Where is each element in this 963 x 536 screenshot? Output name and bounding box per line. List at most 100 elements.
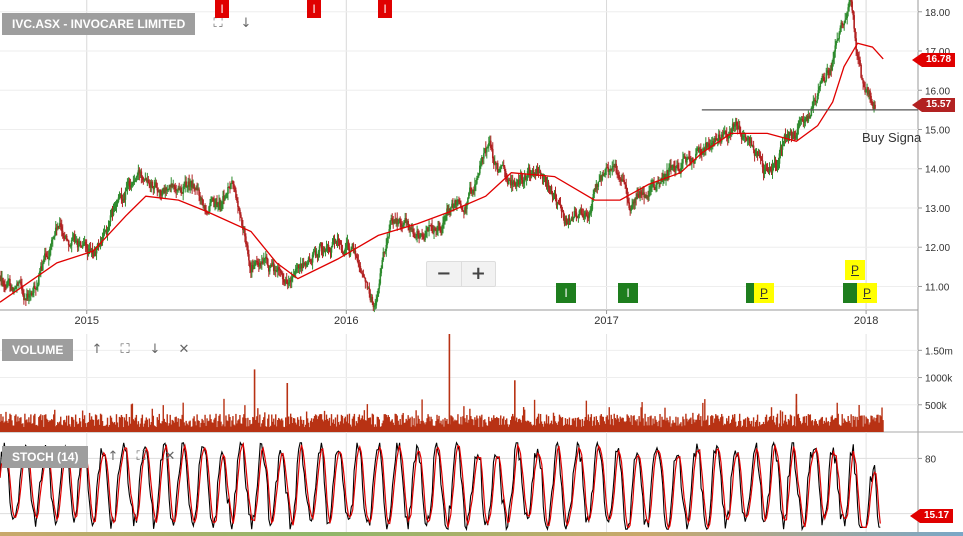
volume-bar (238, 419, 240, 432)
volume-bar (150, 422, 153, 432)
candle-body (115, 204, 118, 208)
candle-body (266, 259, 269, 266)
volume-bar (470, 416, 472, 432)
candle-body (600, 175, 603, 181)
volume-bar (550, 420, 553, 432)
volume-bar (630, 415, 632, 432)
volume-bar (754, 421, 757, 432)
arrow-up-icon[interactable]: ↑ (107, 449, 119, 464)
volume-bar (442, 419, 444, 432)
price-panel-title[interactable]: IVC.ASX - INVOCARE LIMITED (2, 13, 196, 35)
candle-body (693, 161, 695, 164)
zoom-out-button[interactable]: − (436, 263, 452, 284)
candle-body (546, 182, 549, 187)
event-marker-top[interactable]: I (307, 0, 321, 18)
candle-body (217, 204, 219, 206)
candle-body (507, 179, 510, 184)
volume-bar (583, 420, 586, 432)
candle-body (826, 70, 829, 74)
volume-bar (698, 413, 700, 432)
volume-bar (328, 417, 331, 432)
candle-body (296, 264, 299, 268)
candle-body (317, 251, 320, 258)
event-marker-p[interactable]: P (754, 283, 774, 303)
candle-body (289, 280, 292, 282)
volume-bar (369, 417, 372, 432)
candle-body (512, 180, 515, 185)
volume-bar (447, 423, 449, 432)
candle-body (835, 41, 838, 46)
candle-body (456, 201, 458, 205)
ma-price-label: 16.78 (912, 53, 956, 67)
zoom-in-button[interactable]: + (460, 262, 496, 286)
arrow-down-icon[interactable]: ↓ (149, 342, 161, 357)
candle-body (713, 138, 716, 145)
volume-bar (294, 422, 297, 432)
volume-bar (652, 418, 654, 432)
candle-body (61, 230, 64, 236)
candle-body (273, 270, 276, 272)
event-marker-top[interactable]: I (378, 0, 392, 18)
volume-bar (799, 421, 802, 432)
volume-bar (530, 424, 533, 432)
volume-bar (151, 408, 154, 432)
volume-bar (177, 418, 179, 432)
volume-bar (67, 415, 70, 432)
volume-bar (425, 422, 427, 432)
close-icon[interactable]: ✕ (178, 342, 190, 357)
event-marker-p[interactable]: P (857, 283, 877, 303)
fullscreen-icon[interactable]: ⛶ (213, 16, 223, 31)
volume-bar (648, 425, 650, 432)
volume-bar (498, 418, 500, 432)
volume-bar (880, 416, 882, 432)
candle-body (293, 272, 296, 275)
volume-spike (253, 369, 256, 432)
arrow-down-icon[interactable]: ↓ (240, 16, 252, 31)
fullscreen-icon[interactable]: ⛶ (136, 449, 146, 464)
candle-body (349, 250, 352, 256)
close-icon[interactable]: ✕ (164, 449, 176, 464)
volume-bar (55, 426, 57, 432)
volume-bar (446, 419, 448, 432)
volume-bar (41, 420, 43, 432)
candle-body (48, 249, 51, 257)
stoch-panel-title[interactable]: STOCH (14) (2, 446, 89, 468)
volume-bar (412, 425, 414, 432)
volume-bar (346, 414, 349, 432)
volume-bar (801, 422, 804, 432)
volume-bar (62, 425, 64, 432)
volume-bar (63, 420, 65, 432)
candle-body (519, 174, 522, 180)
candle-body (708, 143, 710, 146)
volume-bar (368, 417, 371, 432)
candle-body (213, 201, 215, 208)
volume-bar (600, 414, 602, 432)
candle-body (29, 294, 31, 296)
volume-bar (82, 419, 85, 432)
candle-body (320, 242, 323, 249)
event-marker-income[interactable]: I (618, 283, 638, 303)
candle-body (509, 180, 512, 186)
fullscreen-icon[interactable]: ⛶ (120, 342, 130, 357)
arrow-up-icon[interactable]: ↑ (91, 342, 103, 357)
x-tick-label: 2018 (854, 315, 878, 327)
volume-bar (310, 418, 313, 432)
volume-bar (714, 418, 716, 432)
candle-body (668, 167, 670, 176)
candle-body (9, 278, 11, 287)
volume-bar (304, 424, 307, 432)
volume-panel-title[interactable]: VOLUME (2, 339, 74, 361)
candle-body (86, 248, 89, 255)
volume-bar (159, 423, 161, 432)
candle-body (360, 272, 363, 274)
event-marker-p[interactable]: P (845, 260, 865, 280)
candle-body (475, 183, 477, 185)
event-marker-income[interactable]: I (556, 283, 576, 303)
volume-bar (213, 419, 215, 432)
event-marker-top[interactable]: I (215, 0, 229, 18)
candle-body (392, 220, 395, 224)
volume-bar (224, 426, 226, 432)
volume-bar (54, 409, 56, 432)
candle-body (8, 278, 10, 281)
volume-bar (759, 425, 762, 432)
